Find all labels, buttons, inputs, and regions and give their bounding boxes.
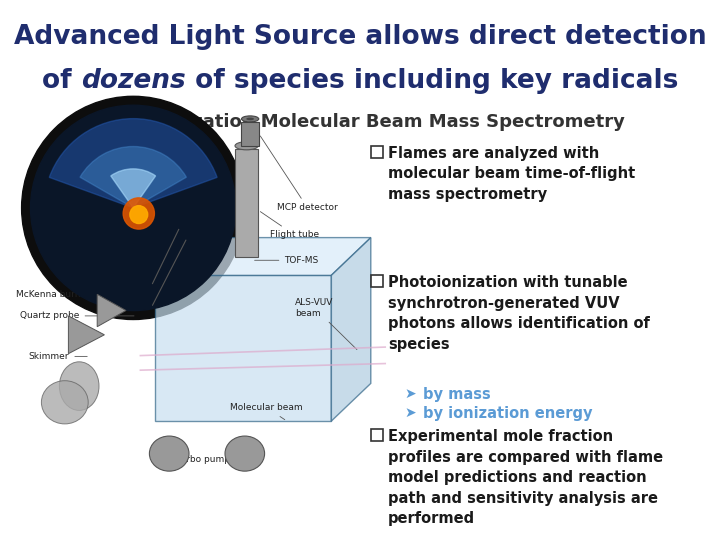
Circle shape xyxy=(30,105,236,310)
Ellipse shape xyxy=(60,362,99,410)
Bar xyxy=(371,146,383,158)
Bar xyxy=(371,275,383,287)
Ellipse shape xyxy=(41,381,89,424)
Text: by ionization energy: by ionization energy xyxy=(423,406,593,421)
Text: dozens: dozens xyxy=(81,68,186,93)
Text: Quartz probe: Quartz probe xyxy=(20,312,134,320)
Wedge shape xyxy=(49,119,217,208)
Text: of species including key radicals: of species including key radicals xyxy=(186,68,678,93)
Polygon shape xyxy=(97,294,126,327)
Text: Photoionization Molecular Beam Mass Spectrometry: Photoionization Molecular Beam Mass Spec… xyxy=(96,113,624,131)
Wedge shape xyxy=(80,146,186,208)
Text: Flames are analyzed with
molecular beam time-of-flight
mass spectrometry: Flames are analyzed with molecular beam … xyxy=(388,146,635,201)
Ellipse shape xyxy=(235,142,258,150)
Polygon shape xyxy=(155,238,371,275)
Text: by mass: by mass xyxy=(423,387,490,402)
Text: ALS-VUV
beam: ALS-VUV beam xyxy=(295,298,357,349)
Polygon shape xyxy=(331,238,371,421)
Polygon shape xyxy=(155,275,331,421)
Text: ➤: ➤ xyxy=(405,406,416,420)
Circle shape xyxy=(130,206,148,224)
Circle shape xyxy=(123,198,154,229)
Text: McKenna burner: McKenna burner xyxy=(16,290,134,299)
Ellipse shape xyxy=(241,116,258,122)
Text: Flight tube: Flight tube xyxy=(261,212,319,239)
Text: Advanced Light Source allows direct detection: Advanced Light Source allows direct dete… xyxy=(14,24,706,50)
Text: ➤: ➤ xyxy=(405,387,416,401)
Text: Photoionization with tunable
synchrotron-generated VUV
photons allows identifica: Photoionization with tunable synchrotron… xyxy=(388,275,649,352)
Text: Experimental mole fraction
profiles are compared with flame
model predictions an: Experimental mole fraction profiles are … xyxy=(388,429,663,526)
Text: Molecular beam: Molecular beam xyxy=(230,403,303,420)
Ellipse shape xyxy=(246,118,254,120)
Ellipse shape xyxy=(225,436,265,471)
Bar xyxy=(235,148,258,256)
Bar xyxy=(241,122,258,146)
Bar xyxy=(371,429,383,441)
Text: ← Turbo pumps →: ← Turbo pumps → xyxy=(166,455,245,463)
Text: Skimmer: Skimmer xyxy=(29,352,87,361)
Circle shape xyxy=(22,96,245,320)
Polygon shape xyxy=(68,316,104,354)
Text: of: of xyxy=(42,68,81,93)
Wedge shape xyxy=(111,169,156,208)
Text: MCP detector: MCP detector xyxy=(261,136,338,212)
Ellipse shape xyxy=(150,436,189,471)
Text: TOF-MS: TOF-MS xyxy=(255,256,319,265)
